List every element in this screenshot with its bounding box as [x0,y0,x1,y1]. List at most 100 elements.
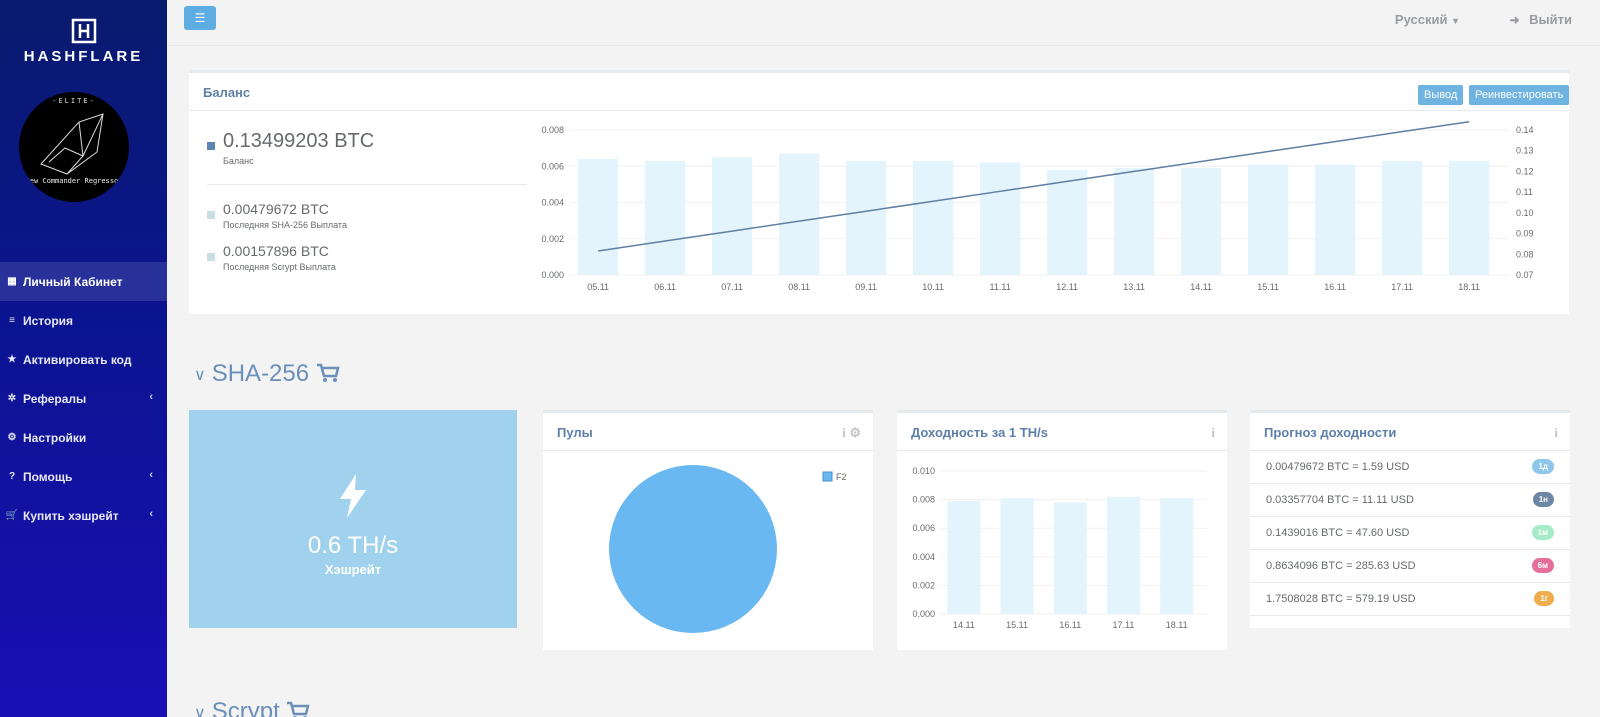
sidebar-item-label: Помощь [23,469,73,484]
forecast-text: 0.1439016 BTC = 47.60 USD [1266,527,1410,539]
period-badge: 1д [1532,459,1554,474]
language-dropdown[interactable]: Русский ▼ [1395,12,1460,27]
network-icon: ✲ [7,393,17,404]
legend-square [207,211,215,219]
sidebar-item-label: Купить хэшрейт [23,508,119,523]
bar [1000,498,1034,614]
caret-down-icon: ▼ [1451,16,1460,26]
chevron-left-icon: ‹ [149,469,153,481]
info-icon[interactable]: i [842,425,846,440]
forecast-item: 0.8634096 BTC = 285.63 USD 6м [1250,550,1570,583]
sidebar-item-3[interactable]: ✲ Рефералы ‹ [0,379,167,418]
chevron-left-icon: ‹ [149,508,153,520]
x-tick-label: 09.11 [855,282,877,292]
x-tick-label: 07.11 [721,282,743,292]
bar [1181,168,1222,275]
y2-tick-label: 0.09 [1516,229,1534,239]
reinvest-button[interactable]: Реинвестировать [1469,85,1570,105]
bar [1053,502,1087,614]
avatar[interactable]: -ELITE- New Commander Regressor [19,92,129,202]
balance-chart: 0.008 0.006 0.004 0.002 0.000 0.14 0.13 0.12 0.1… [541,120,1534,292]
ship-icon [40,113,104,175]
income-chart: 0.010 0.008 0.006 0.004 0.002 0.000 14.11 15.11… [912,466,1207,630]
y2-tick-label: 0.12 [1516,166,1534,176]
bar [1160,498,1194,614]
sidebar-item-2[interactable]: ★ Активировать код [0,340,167,379]
hashrate-label: Хэшрейт [324,562,382,577]
scrypt-section-title: Scrypt [211,698,280,717]
x-tick-label: 17.11 [1113,620,1135,630]
bar [1315,164,1356,275]
y-tick-label: 0.000 [541,270,564,280]
y2-tick-label: 0.11 [1516,187,1533,197]
language-label: Русский [1394,12,1448,27]
gears-icon: ⚙ [7,432,17,443]
x-tick-label: 06.11 [654,282,676,292]
x-tick-label: 10.11 [922,282,944,292]
forecast-item: 0.03357704 BTC = 11.11 USD 1н [1250,484,1570,517]
sidebar-item-4[interactable]: ⚙ Настройки [0,418,167,457]
x-tick-label: 05.11 [587,282,609,292]
legend-square [207,253,215,261]
sidebar-nav: ▦ Личный Кабинет ≡ История ★ Активировать код… [0,262,167,535]
forecast-text: 0.00479672 BTC = 1.59 USD [1266,461,1410,473]
hamburger-icon: ☰ [194,11,206,25]
sidebar-item-1[interactable]: ≡ История [0,301,167,340]
withdraw-button[interactable]: Вывод [1418,85,1464,105]
brand-name: HASHFLARE [23,48,144,65]
forecast-title: Прогноз доходности i [1250,413,1570,451]
sidebar-item-6[interactable]: 🛒 Купить хэшрейт ‹ [0,496,167,535]
cart-icon [287,701,311,717]
forecast-item: 1.7508028 BTC = 579.19 USD 1г [1250,583,1570,616]
forecast-title-text: Прогноз доходности [1264,425,1397,440]
sha256-section-title: SHA-256 [211,360,310,387]
logout-link[interactable]: ➜ Выйти [1509,12,1572,27]
sidebar-item-label: История [23,313,74,328]
y-tick-label: 0.008 [912,495,935,505]
chevron-left-icon: ‹ [149,391,153,403]
pools-panel: Пулы i ⚙ F2 [543,410,873,650]
x-tick-label: 16.11 [1059,620,1081,630]
bar [1047,169,1088,275]
bar [1449,160,1490,275]
balance-value: 0.13499203 BTC [223,130,375,152]
x-tick-label: 12.11 [1056,282,1078,292]
bar [1114,168,1155,275]
hashflare-logo-icon [71,18,96,44]
forecast-item: 0.1439016 BTC = 47.60 USD 1м [1250,517,1570,550]
x-tick-label: 08.11 [788,282,810,292]
x-tick-label: 18.11 [1458,282,1480,292]
sidebar-item-5[interactable]: ? Помощь ‹ [0,457,167,496]
balance-title: Баланс [189,73,1569,111]
sidebar-item-label: Настройки [23,430,87,445]
info-icon[interactable]: i [1211,425,1215,440]
forecast-text: 0.8634096 BTC = 285.63 USD [1266,560,1416,572]
y-tick-label: 0.004 [541,198,564,208]
legend-label: F2 [836,472,847,482]
divider [207,184,527,185]
brand[interactable]: HASHFLARE [0,18,167,65]
balance-label: Баланс [223,156,254,166]
sha256-section-header[interactable]: ∨ SHA-256 [194,360,340,388]
income-panel: Доходность за 1 TH/s i 0.010 0.008 0.006 0.… [897,410,1227,650]
pools-title: Пулы i ⚙ [543,413,873,451]
y2-tick-label: 0.07 [1516,270,1534,280]
bar [1382,160,1423,275]
scrypt-payout-label: Последняя Scrypt Выплата [223,262,336,272]
info-icon[interactable]: i [1554,425,1558,440]
x-tick-label: 16.11 [1324,282,1346,292]
pools-title-text: Пулы [557,425,593,440]
period-badge: 1г [1534,591,1554,606]
gear-icon[interactable]: ⚙ [849,425,861,440]
forecast-text: 1.7508028 BTC = 579.19 USD [1266,593,1416,605]
scrypt-section-header[interactable]: ∨ Scrypt [194,698,311,717]
forecast-text: 0.03357704 BTC = 11.11 USD [1266,494,1414,506]
pie-slice [609,465,777,633]
menu-toggle-button[interactable]: ☰ [184,6,216,30]
sidebar-item-0[interactable]: ▦ Личный Кабинет [0,262,167,301]
y-tick-label: 0.000 [912,609,935,619]
period-badge: 1м [1531,525,1554,540]
avatar-bottom-text: New Commander Regressor [25,177,123,185]
sha-payout-value: 0.00479672 BTC [223,201,329,217]
forecast-item: 0.00479672 BTC = 1.59 USD 1д [1250,451,1570,484]
